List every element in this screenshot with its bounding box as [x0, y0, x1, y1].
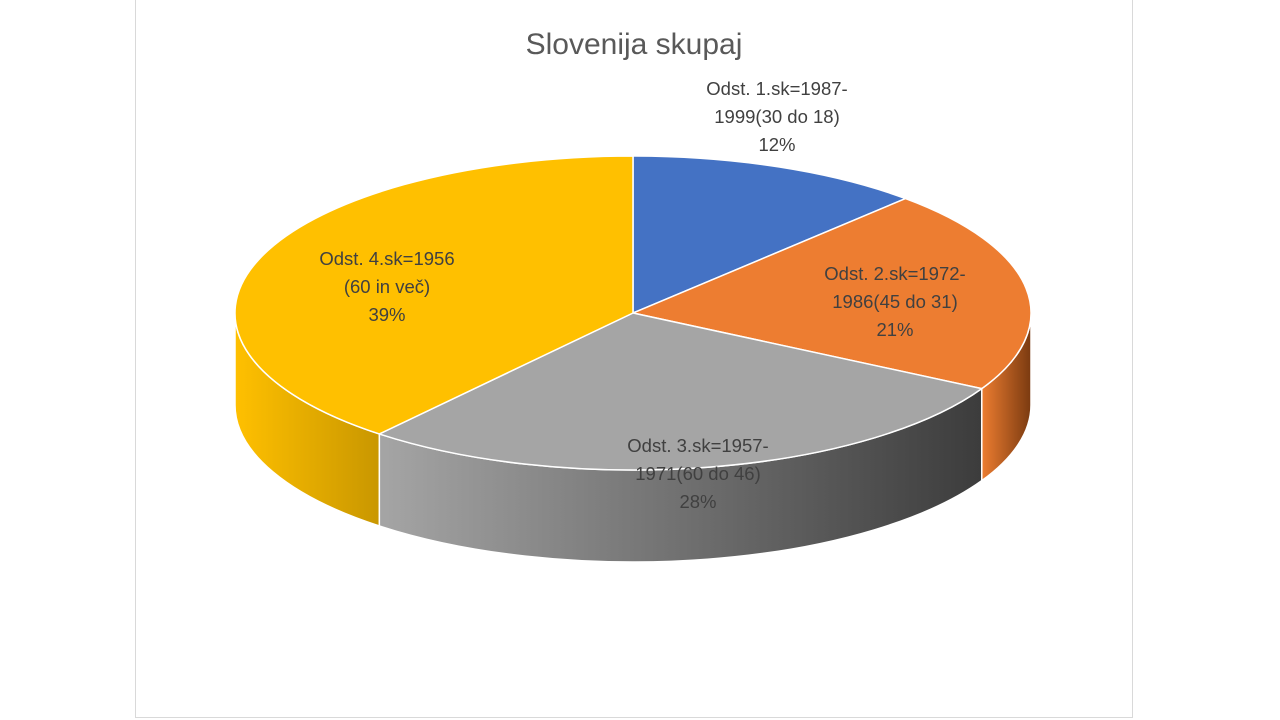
- data-label-slice-2: Odst. 2.sk=1972- 1986(45 do 31) 21%: [824, 263, 965, 340]
- data-label-line: (60 in več): [344, 276, 430, 297]
- data-label-slice-4: Odst. 4.sk=1956 (60 in več) 39%: [319, 248, 454, 325]
- data-label-percent: 28%: [679, 491, 716, 512]
- data-label-slice-3: Odst. 3.sk=1957- 1971(60 do 46) 28%: [627, 435, 768, 512]
- data-label-line: Odst. 3.sk=1957-: [627, 435, 768, 456]
- data-label-percent: 39%: [368, 304, 405, 325]
- data-label-line: Odst. 4.sk=1956: [319, 248, 454, 269]
- data-label-line: Odst. 1.sk=1987-: [706, 78, 847, 99]
- data-label-slice-1: Odst. 1.sk=1987- 1999(30 do 18) 12%: [706, 78, 847, 155]
- pie-slice-3: [378, 312, 983, 471]
- data-label-line: 1971(60 do 46): [635, 463, 761, 484]
- data-label-percent: 21%: [876, 319, 913, 340]
- data-label-percent: 12%: [758, 134, 795, 155]
- pie-slice-1: [632, 155, 907, 314]
- pie-slice-4: [234, 155, 634, 435]
- pie-slice-2: [632, 197, 1032, 390]
- data-label-line: 1986(45 do 31): [832, 291, 958, 312]
- data-label-line: Odst. 2.sk=1972-: [824, 263, 965, 284]
- chart-title: Slovenija skupaj: [525, 28, 743, 61]
- data-label-line: 1999(30 do 18): [714, 106, 840, 127]
